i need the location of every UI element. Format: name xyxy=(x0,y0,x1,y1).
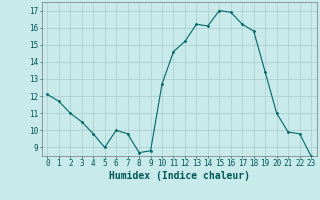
X-axis label: Humidex (Indice chaleur): Humidex (Indice chaleur) xyxy=(109,171,250,181)
